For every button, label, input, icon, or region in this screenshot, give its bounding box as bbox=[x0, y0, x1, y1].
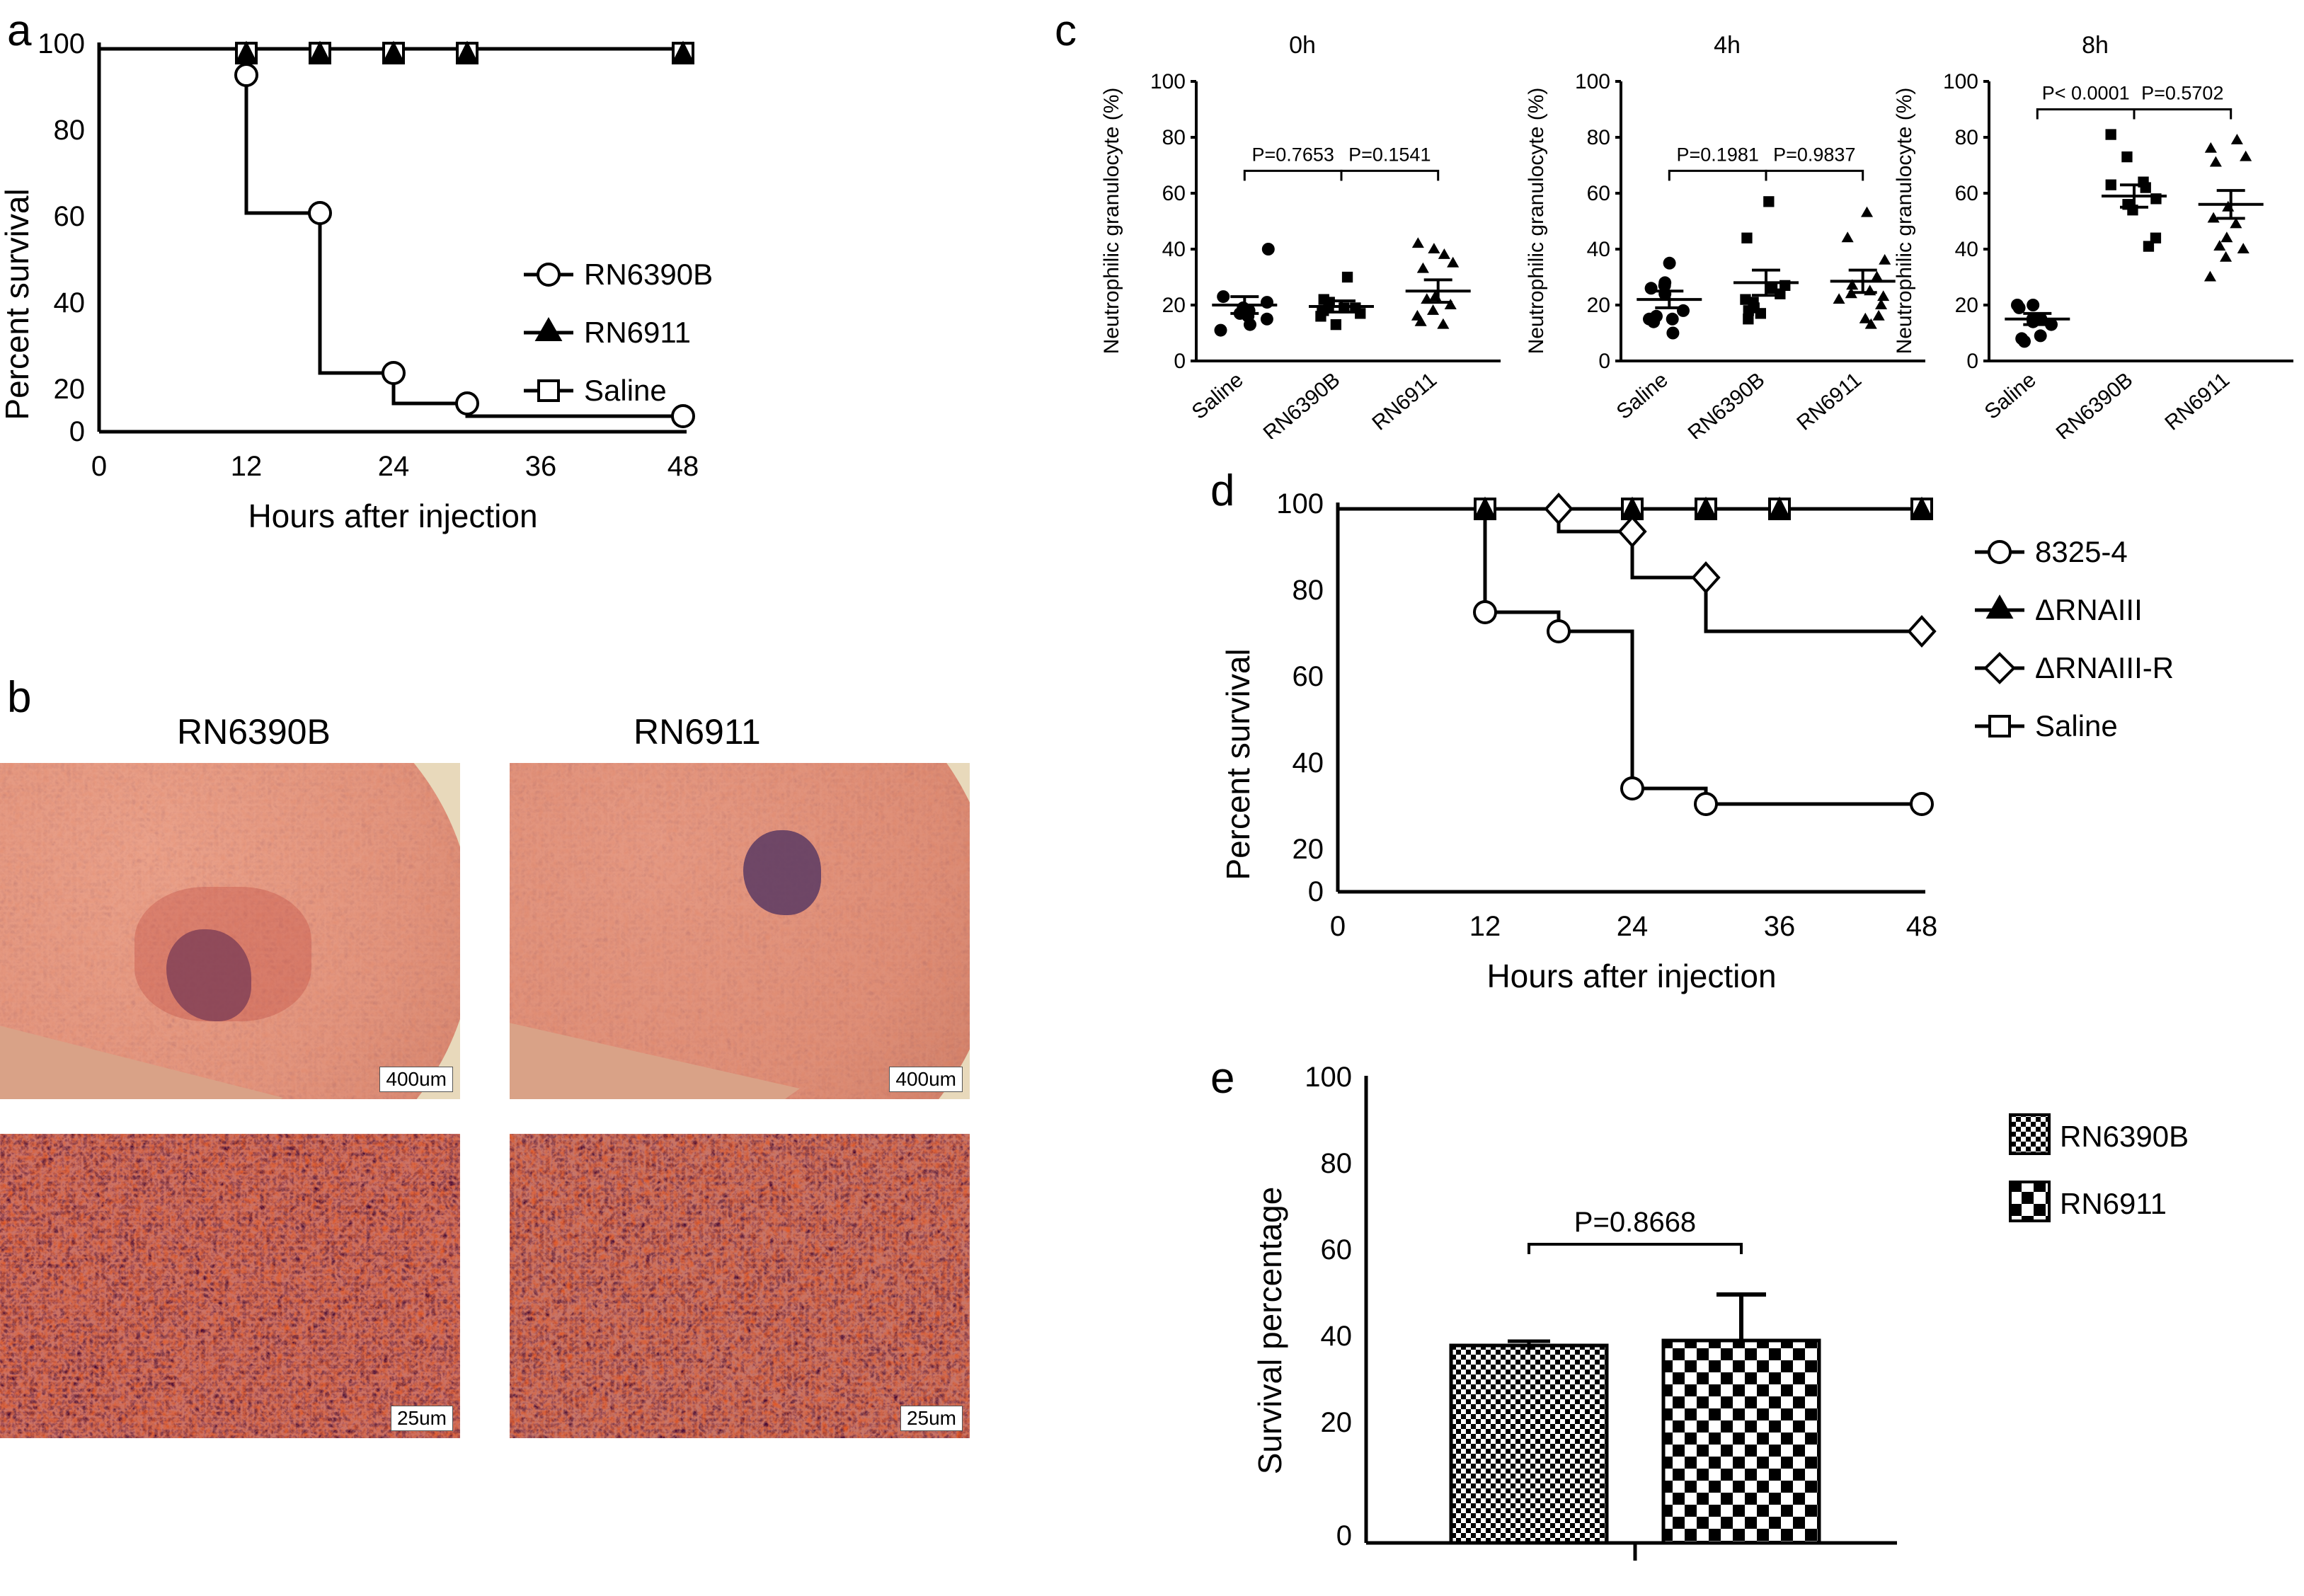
svg-text:RN6390B: RN6390B bbox=[1259, 368, 1345, 439]
svg-text:36: 36 bbox=[1764, 911, 1796, 942]
svg-text:60: 60 bbox=[1293, 661, 1324, 692]
svg-text:P< 0.0001: P< 0.0001 bbox=[2042, 83, 2130, 104]
svg-text:P=0.7653: P=0.7653 bbox=[1252, 144, 1334, 165]
svg-text:RN6911: RN6911 bbox=[2060, 1187, 2167, 1220]
svg-text:20: 20 bbox=[1162, 294, 1186, 317]
svg-text:80: 80 bbox=[1587, 126, 1610, 149]
svg-text:0: 0 bbox=[1330, 911, 1346, 942]
svg-text:20: 20 bbox=[54, 374, 86, 405]
svg-text:RN6390B: RN6390B bbox=[584, 258, 713, 291]
svg-text:P=0.8668: P=0.8668 bbox=[1574, 1207, 1696, 1238]
svg-text:8325-4: 8325-4 bbox=[2035, 535, 2128, 568]
svg-text:0: 0 bbox=[91, 451, 107, 482]
svg-text:Hours after injection: Hours after injection bbox=[1486, 958, 1776, 994]
svg-text:100: 100 bbox=[1276, 488, 1324, 519]
svg-text:60: 60 bbox=[1162, 182, 1186, 205]
svg-text:0: 0 bbox=[1966, 350, 1978, 373]
svg-text:0: 0 bbox=[1598, 350, 1610, 373]
svg-text:24: 24 bbox=[1617, 911, 1649, 942]
svg-text:100: 100 bbox=[1575, 70, 1610, 93]
svg-text:36: 36 bbox=[525, 451, 557, 482]
svg-text:RN6911: RN6911 bbox=[1792, 368, 1866, 435]
svg-text:20: 20 bbox=[1293, 834, 1324, 865]
svg-text:0: 0 bbox=[69, 416, 85, 447]
svg-text:100: 100 bbox=[1943, 70, 1978, 93]
svg-text:P=0.1541: P=0.1541 bbox=[1348, 144, 1431, 165]
svg-text:Saline: Saline bbox=[1612, 368, 1673, 424]
svg-text:40: 40 bbox=[1293, 747, 1324, 779]
svg-text:24: 24 bbox=[378, 451, 410, 482]
svg-text:40: 40 bbox=[1321, 1321, 1353, 1352]
svg-text:8h: 8h bbox=[2082, 32, 2109, 59]
svg-text:RN6911: RN6911 bbox=[1368, 368, 1441, 435]
svg-text:100: 100 bbox=[1150, 70, 1186, 93]
svg-text:20: 20 bbox=[1321, 1407, 1353, 1438]
svg-text:Percent survival: Percent survival bbox=[1220, 648, 1256, 880]
svg-text:100: 100 bbox=[38, 28, 85, 59]
svg-text:40: 40 bbox=[1955, 238, 1978, 261]
svg-text:48: 48 bbox=[1906, 911, 1938, 942]
svg-text:Neutrophilic granulocyte (%): Neutrophilic granulocyte (%) bbox=[1525, 88, 1548, 355]
svg-text:RN6911: RN6911 bbox=[2160, 368, 2234, 435]
svg-text:Saline: Saline bbox=[584, 374, 667, 407]
svg-text:RN6390B: RN6390B bbox=[1684, 368, 1770, 439]
svg-text:Survival percentage: Survival percentage bbox=[1251, 1187, 1288, 1475]
svg-text:Percent survival: Percent survival bbox=[0, 188, 35, 420]
svg-text:Saline: Saline bbox=[1981, 368, 2041, 424]
svg-text:12: 12 bbox=[231, 451, 263, 482]
svg-text:P=0.1981: P=0.1981 bbox=[1677, 144, 1759, 165]
svg-text:60: 60 bbox=[1587, 182, 1610, 205]
svg-text:20: 20 bbox=[1587, 294, 1610, 317]
svg-text:40: 40 bbox=[54, 287, 86, 318]
svg-text:80: 80 bbox=[1162, 126, 1186, 149]
svg-text:0: 0 bbox=[1174, 350, 1186, 373]
svg-text:12: 12 bbox=[1469, 911, 1501, 942]
svg-text:Hours after injection: Hours after injection bbox=[248, 498, 537, 534]
svg-text:P=0.9837: P=0.9837 bbox=[1773, 144, 1855, 165]
svg-text:100: 100 bbox=[1305, 1062, 1352, 1093]
svg-text:60: 60 bbox=[1321, 1234, 1353, 1265]
svg-text:4h: 4h bbox=[1714, 32, 1741, 59]
svg-text:80: 80 bbox=[1321, 1148, 1353, 1179]
svg-text:P=0.5702: P=0.5702 bbox=[2141, 83, 2223, 104]
svg-text:80: 80 bbox=[1293, 575, 1324, 606]
svg-text:60: 60 bbox=[54, 201, 86, 232]
svg-text:ΔRNAIII: ΔRNAIII bbox=[2035, 593, 2143, 626]
svg-text:40: 40 bbox=[1587, 238, 1610, 261]
svg-text:0: 0 bbox=[1308, 876, 1324, 907]
svg-text:RN6911: RN6911 bbox=[584, 316, 691, 349]
svg-text:RN6390B: RN6390B bbox=[2052, 368, 2138, 439]
svg-text:Neutrophilic granulocyte (%): Neutrophilic granulocyte (%) bbox=[1100, 88, 1123, 355]
svg-text:60: 60 bbox=[1955, 182, 1978, 205]
svg-text:40: 40 bbox=[1162, 238, 1186, 261]
svg-text:0: 0 bbox=[1336, 1520, 1352, 1551]
svg-text:80: 80 bbox=[54, 115, 86, 146]
svg-text:RN6390B: RN6390B bbox=[2060, 1120, 2189, 1153]
svg-text:Saline: Saline bbox=[1188, 368, 1248, 424]
svg-text:ΔRNAIII-R: ΔRNAIII-R bbox=[2035, 651, 2174, 684]
svg-text:80: 80 bbox=[1955, 126, 1978, 149]
svg-text:Saline: Saline bbox=[2035, 709, 2118, 742]
svg-text:20: 20 bbox=[1955, 294, 1978, 317]
svg-text:0h: 0h bbox=[1289, 32, 1316, 59]
svg-text:Neutrophilic granulocyte (%): Neutrophilic granulocyte (%) bbox=[1893, 88, 1916, 355]
svg-text:48: 48 bbox=[667, 451, 699, 482]
